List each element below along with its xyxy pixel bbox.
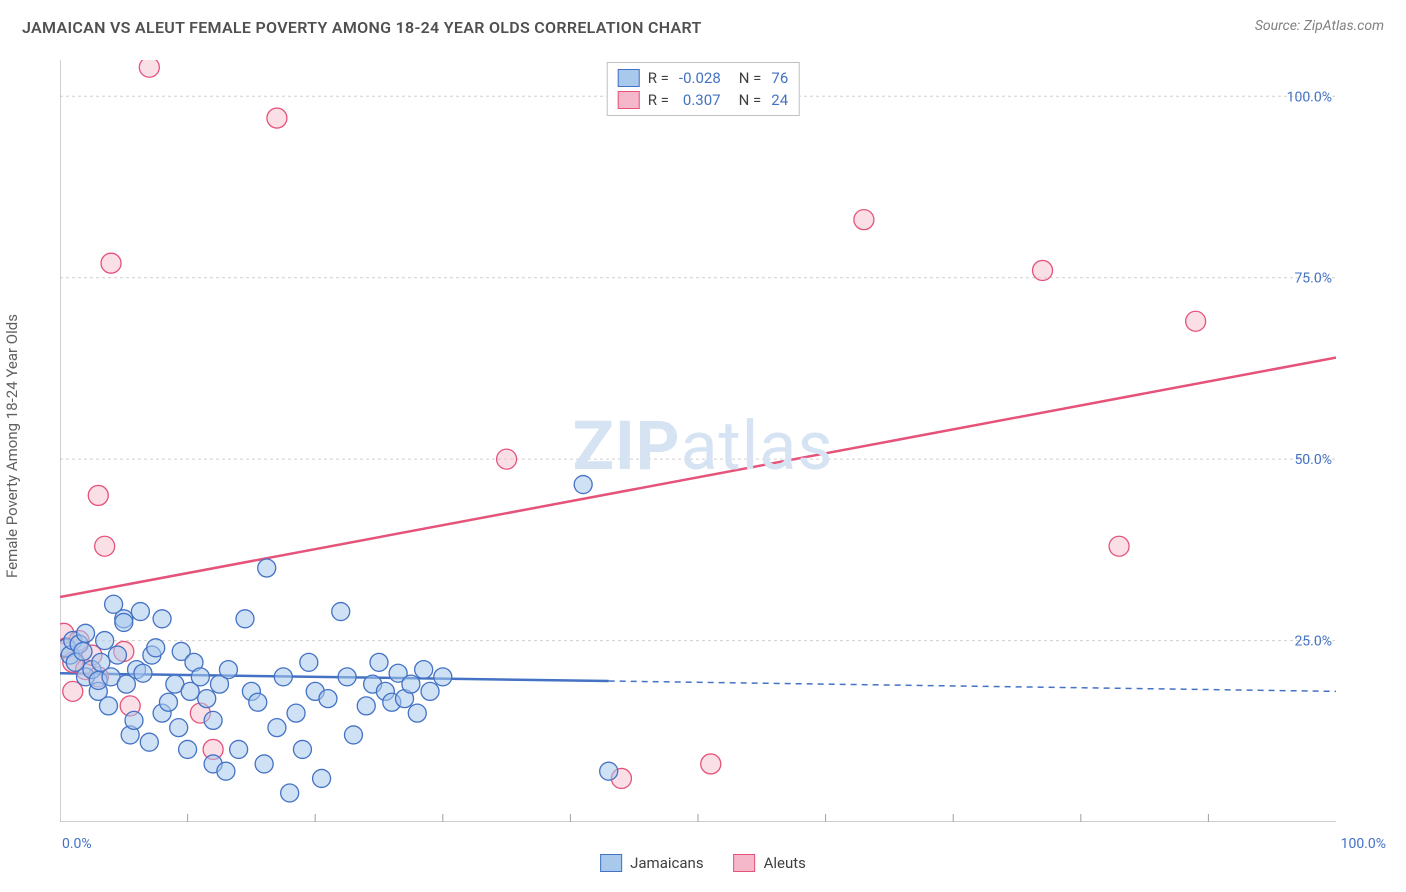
legend-item-jamaicans: Jamaicans <box>600 854 703 872</box>
svg-text:100.0%: 100.0% <box>1287 89 1332 105</box>
swatch-aleuts-icon <box>734 854 756 872</box>
r-value-jamaicans: -0.028 <box>679 67 721 89</box>
svg-text:25.0%: 25.0% <box>1294 634 1332 650</box>
n-value-aleuts: 24 <box>771 89 788 111</box>
r-value-aleuts: 0.307 <box>683 89 721 111</box>
y-axis-label: Female Poverty Among 18-24 Year Olds <box>3 314 21 578</box>
x-min-label: 0.0% <box>62 836 92 852</box>
scatter-chart-svg: 25.0% 50.0% 75.0% 100.0% <box>60 60 1336 822</box>
legend-row-jamaicans: R = -0.028 N = 76 <box>618 67 789 89</box>
n-value-jamaicans: 76 <box>771 67 788 89</box>
correlation-legend: R = -0.028 N = 76 R = 0.307 N = 24 <box>607 62 800 116</box>
swatch-jamaicans <box>618 69 640 87</box>
legend-row-aleuts: R = 0.307 N = 24 <box>618 89 789 111</box>
x-max-label: 100.0% <box>1341 836 1386 852</box>
series-legend: Jamaicans Aleuts <box>600 854 806 872</box>
svg-text:75.0%: 75.0% <box>1294 271 1332 287</box>
plot-area: 25.0% 50.0% 75.0% 100.0% <box>60 60 1336 822</box>
legend-item-aleuts: Aleuts <box>734 854 806 872</box>
source-attribution: Source: ZipAtlas.com <box>1255 18 1384 34</box>
swatch-jamaicans-icon <box>600 854 622 872</box>
svg-text:50.0%: 50.0% <box>1294 452 1332 468</box>
swatch-aleuts <box>618 91 640 109</box>
chart-title: JAMAICAN VS ALEUT FEMALE POVERTY AMONG 1… <box>22 18 1384 37</box>
